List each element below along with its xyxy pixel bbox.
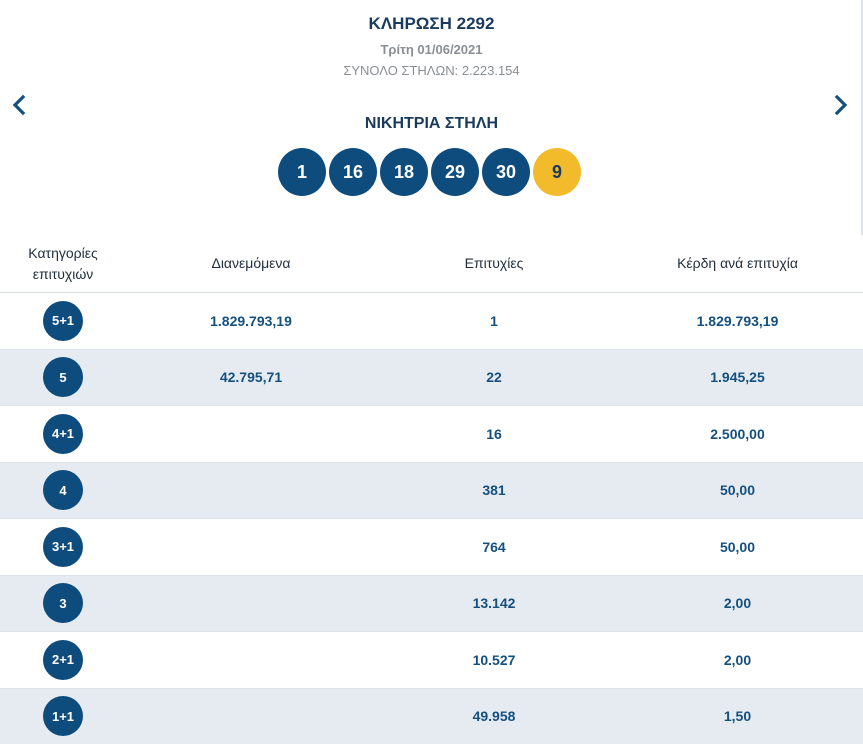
- winning-number-ball: 1: [278, 148, 326, 196]
- table-row: 3+1 764 50,00: [0, 518, 863, 575]
- header-distributed: Διανεμόμενα: [211, 255, 291, 271]
- prize-value: 2.500,00: [710, 425, 765, 442]
- prize-table: Κατηγορίες επιτυχιών Διανεμόμενα Επιτυχί…: [0, 235, 863, 744]
- table-row: 2+1 10.527 2,00: [0, 631, 863, 688]
- category-badge: 5: [43, 357, 83, 398]
- winners-value: 381: [482, 482, 506, 499]
- winners-value: 10.527: [472, 651, 516, 668]
- previous-draw-button[interactable]: [8, 92, 30, 118]
- scroll-edge: [861, 0, 863, 235]
- winners-value: 22: [486, 369, 502, 386]
- table-header: Κατηγορίες επιτυχιών Διανεμόμενα Επιτυχί…: [0, 235, 863, 292]
- winners-value: 13.142: [472, 595, 516, 612]
- table-row: 4 381 50,00: [0, 461, 863, 519]
- total-columns: ΣΥΝΟΛΟ ΣΤΗΛΩΝ: 2.223.154: [343, 63, 520, 78]
- category-badge: 3+1: [43, 526, 83, 567]
- header-category-line1: Κατηγορίες: [28, 244, 98, 261]
- winning-column-title: ΝΙΚΗΤΡΙΑ ΣΤΗΛΗ: [364, 115, 499, 132]
- table-row: 5+1 1.829.793,19 1 1.829.793,19: [0, 292, 863, 349]
- table-row: 4+1 16 2.500,00: [0, 405, 863, 462]
- prize-value: 50,00: [719, 482, 756, 499]
- category-badge: 1+1: [43, 696, 83, 737]
- category-badge: 2+1: [43, 639, 83, 680]
- header-category: Κατηγορίες επιτυχιών: [0, 235, 126, 292]
- distributed-value: [126, 689, 376, 744]
- chevron-right-icon: [834, 94, 848, 116]
- winning-number-ball: 18: [380, 148, 428, 196]
- category-badge: 4: [43, 470, 83, 511]
- bonus-number-ball: 9: [533, 148, 581, 196]
- next-draw-button[interactable]: [830, 92, 852, 118]
- draw-title: ΚΛΗΡΩΣΗ 2292: [368, 14, 495, 33]
- winning-number-ball: 30: [482, 148, 530, 196]
- prize-value: 2,00: [723, 595, 752, 612]
- distributed-value: [126, 406, 376, 462]
- distributed-value: [126, 463, 376, 519]
- chevron-left-icon: [12, 94, 26, 116]
- winners-value: 16: [486, 425, 502, 442]
- prize-value: 50,00: [719, 538, 756, 555]
- distributed-value: [126, 576, 376, 632]
- distributed-value: 42.795,71: [219, 369, 283, 386]
- winners-value: 764: [482, 538, 506, 555]
- header-category-line2: επιτυχιών: [32, 265, 94, 282]
- winning-number-ball: 29: [431, 148, 479, 196]
- distributed-value: [126, 632, 376, 688]
- category-badge: 5+1: [43, 300, 83, 341]
- prize-value: 1.829.793,19: [696, 312, 779, 329]
- table-row: 3 13.142 2,00: [0, 574, 863, 632]
- winning-number-ball: 16: [329, 148, 377, 196]
- prize-value: 1.945,25: [710, 369, 765, 386]
- table-row: 1+1 49.958 1,50: [0, 687, 863, 744]
- winners-value: 1: [490, 312, 498, 329]
- header-prize: Κέρδη ανά επιτυχία: [677, 255, 798, 271]
- table-row: 5 42.795,71 22 1.945,25: [0, 348, 863, 405]
- distributed-value: 1.829.793,19: [210, 312, 292, 329]
- winning-numbers: 1 16 18 29 30 9: [278, 148, 581, 196]
- prize-value: 1,50: [723, 708, 752, 725]
- draw-date: Τρίτη 01/06/2021: [380, 42, 483, 57]
- header-winners: Επιτυχίες: [464, 255, 524, 271]
- category-badge: 4+1: [43, 413, 83, 454]
- category-badge: 3: [43, 583, 83, 624]
- winners-value: 49.958: [472, 708, 516, 725]
- prize-value: 2,00: [723, 651, 752, 668]
- distributed-value: [126, 519, 376, 575]
